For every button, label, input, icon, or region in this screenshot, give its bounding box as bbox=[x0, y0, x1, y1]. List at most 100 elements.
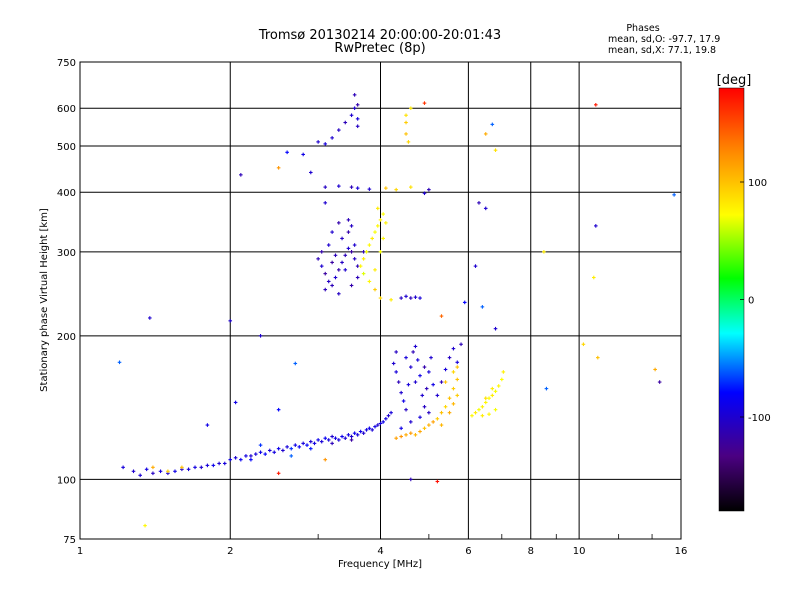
data-point bbox=[399, 296, 403, 300]
x-tick-label: 2 bbox=[227, 546, 233, 557]
data-point bbox=[370, 236, 375, 241]
data-point bbox=[121, 465, 125, 470]
data-point bbox=[447, 396, 452, 400]
data-point bbox=[455, 365, 460, 369]
data-point bbox=[384, 221, 388, 225]
data-point bbox=[500, 377, 504, 382]
data-point bbox=[330, 441, 334, 446]
data-point bbox=[323, 436, 328, 441]
data-point bbox=[422, 365, 427, 369]
data-point bbox=[349, 438, 354, 442]
data-point bbox=[483, 400, 488, 405]
data-point bbox=[276, 471, 281, 476]
stats-line-o: mean, sd,O: -97.7, 17.9 bbox=[608, 34, 720, 45]
data-point bbox=[490, 386, 495, 391]
y-tick-labels: 75 100 200 300 400 500 600 750 bbox=[57, 58, 76, 546]
data-point bbox=[493, 326, 498, 331]
data-point bbox=[244, 454, 248, 458]
data-point bbox=[316, 257, 320, 261]
data-point bbox=[435, 393, 440, 398]
data-point bbox=[435, 479, 440, 484]
data-point bbox=[158, 469, 163, 474]
data-point bbox=[404, 132, 408, 136]
data-point bbox=[337, 184, 341, 188]
x-tick-label: 10 bbox=[573, 546, 586, 557]
data-point bbox=[413, 433, 418, 437]
data-point bbox=[199, 465, 204, 470]
y-axis-label: Stationary phase Virtual Height [km] bbox=[39, 208, 50, 392]
data-point bbox=[166, 469, 170, 474]
y-tick-label: 75 bbox=[63, 535, 76, 546]
data-point bbox=[352, 93, 357, 97]
data-point bbox=[349, 185, 354, 189]
data-point bbox=[439, 423, 444, 427]
data-point bbox=[308, 439, 313, 444]
data-point bbox=[330, 230, 334, 234]
data-point bbox=[316, 140, 320, 144]
data-point bbox=[413, 295, 418, 299]
data-point bbox=[316, 438, 320, 442]
data-point bbox=[418, 429, 422, 434]
data-point bbox=[138, 473, 142, 478]
data-point bbox=[285, 150, 289, 155]
data-point bbox=[378, 250, 383, 254]
data-point bbox=[544, 386, 549, 391]
data-point bbox=[427, 187, 431, 192]
data-point bbox=[422, 101, 427, 105]
data-point bbox=[396, 380, 401, 384]
stats-line-x: mean, sd,X: 77.1, 19.8 bbox=[608, 45, 716, 56]
data-point bbox=[487, 412, 491, 416]
data-point bbox=[367, 279, 372, 284]
data-point bbox=[355, 433, 360, 437]
data-point bbox=[447, 410, 452, 415]
data-point bbox=[406, 382, 411, 387]
data-point bbox=[370, 428, 375, 432]
data-point bbox=[581, 342, 586, 347]
data-point bbox=[205, 463, 210, 468]
data-point bbox=[326, 438, 331, 442]
data-point bbox=[352, 106, 357, 111]
data-point bbox=[281, 448, 285, 453]
data-point bbox=[258, 443, 263, 447]
data-point bbox=[443, 380, 448, 384]
data-point bbox=[413, 380, 418, 384]
data-point bbox=[346, 246, 351, 251]
data-point bbox=[394, 187, 398, 192]
data-point bbox=[228, 457, 233, 462]
colorbar bbox=[718, 87, 745, 512]
x-tick-label: 8 bbox=[528, 546, 534, 557]
data-point bbox=[358, 429, 363, 434]
x-tick-label: 16 bbox=[675, 546, 688, 557]
data-point bbox=[276, 407, 281, 412]
data-point bbox=[355, 117, 360, 121]
data-point bbox=[439, 314, 444, 318]
data-point bbox=[406, 140, 411, 144]
data-point bbox=[337, 221, 341, 225]
colorbar-tick-label: -100 bbox=[748, 413, 771, 424]
data-point bbox=[352, 257, 357, 261]
data-point bbox=[217, 461, 221, 466]
data-point bbox=[422, 426, 427, 431]
data-point bbox=[143, 523, 147, 528]
data-point bbox=[276, 166, 281, 170]
data-point bbox=[477, 407, 481, 412]
data-point bbox=[289, 446, 294, 451]
data-point bbox=[493, 389, 498, 394]
data-point bbox=[337, 268, 341, 272]
data-point bbox=[258, 334, 263, 338]
chart-title: Tromsø 20130214 20:00:00-20:01:43 bbox=[258, 28, 501, 43]
stats-title: Phases bbox=[626, 23, 659, 34]
data-point bbox=[337, 128, 341, 132]
data-point bbox=[173, 469, 177, 474]
data-point bbox=[373, 230, 377, 234]
data-point bbox=[333, 436, 338, 441]
data-point bbox=[233, 455, 238, 460]
data-point bbox=[326, 243, 331, 247]
data-point bbox=[233, 400, 238, 405]
data-point bbox=[431, 420, 435, 424]
x-tick-label: 1 bbox=[77, 546, 83, 557]
chart-subtitle: RwPretec (8p) bbox=[334, 41, 425, 56]
data-point bbox=[386, 413, 391, 418]
data-point bbox=[346, 230, 351, 234]
data-point bbox=[308, 446, 313, 451]
